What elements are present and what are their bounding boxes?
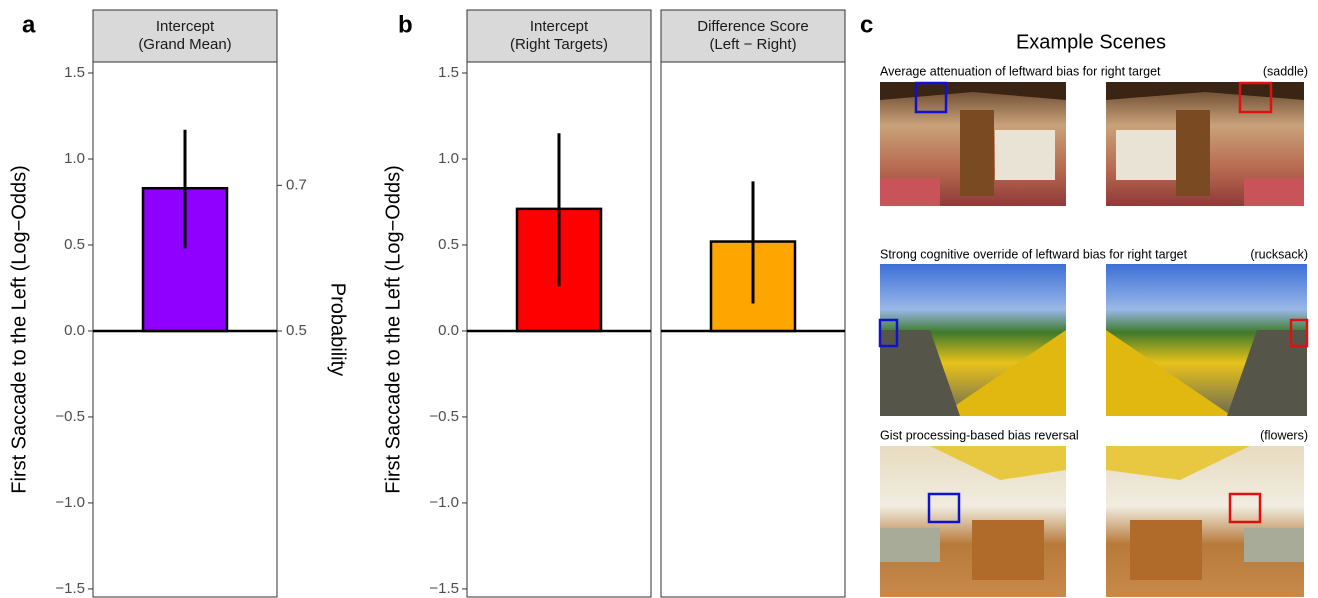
panel-title: Example Scenes [1016,31,1166,53]
strip-label: (Left − Right) [709,36,796,53]
y2-axis-title: Probability [327,283,349,376]
scene-target: (flowers) [1260,428,1308,442]
strip-label: (Grand Mean) [138,36,231,53]
scene-target: (saddle) [1263,64,1308,78]
y-tick-label: −1.0 [429,494,459,511]
figure: a b c Example Scenes Average attenuation… [0,0,1318,598]
strip-label: Intercept [156,18,215,35]
y-tick-label: 0.5 [438,236,459,253]
y-tick-label: 1.5 [64,64,85,81]
scene-image [1106,264,1307,416]
strip-label: Intercept [530,18,589,35]
scene-caption: Strong cognitive override of leftward bi… [880,247,1188,261]
y-tick-label: −1.5 [55,580,85,597]
y-axis-title: First Saccade to the Left (Log−Odds) [382,165,404,494]
panel-label: b [398,11,413,38]
y-tick-label: 1.0 [438,150,459,167]
scene-target: (rucksack) [1250,247,1308,261]
y2-tick-label: 0.7 [286,176,307,193]
scene-image [880,446,1066,597]
scene-image [1106,82,1304,206]
y-tick-label: 1.5 [438,64,459,81]
scene-image [880,264,1066,416]
y-tick-label: −0.5 [55,408,85,425]
y-tick-label: −0.5 [429,408,459,425]
y2-tick-label: 0.5 [286,322,307,339]
scene-caption: Gist processing-based bias reversal [880,428,1079,442]
y-tick-label: −1.0 [55,494,85,511]
y-axis-title: First Saccade to the Left (Log−Odds) [8,165,30,494]
strip-label: Difference Score [697,18,808,35]
strip-label: (Right Targets) [510,36,608,53]
y-tick-label: 1.0 [64,150,85,167]
scene-image [1106,446,1304,597]
scene-caption: Average attenuation of leftward bias for… [880,64,1161,78]
y-tick-label: 0.5 [64,236,85,253]
scene-image [880,82,1066,206]
panel-label: a [22,11,36,38]
y-tick-label: −1.5 [429,580,459,597]
panel-label: c [860,11,873,38]
y-tick-label: 0.0 [438,322,459,339]
y-tick-label: 0.0 [64,322,85,339]
